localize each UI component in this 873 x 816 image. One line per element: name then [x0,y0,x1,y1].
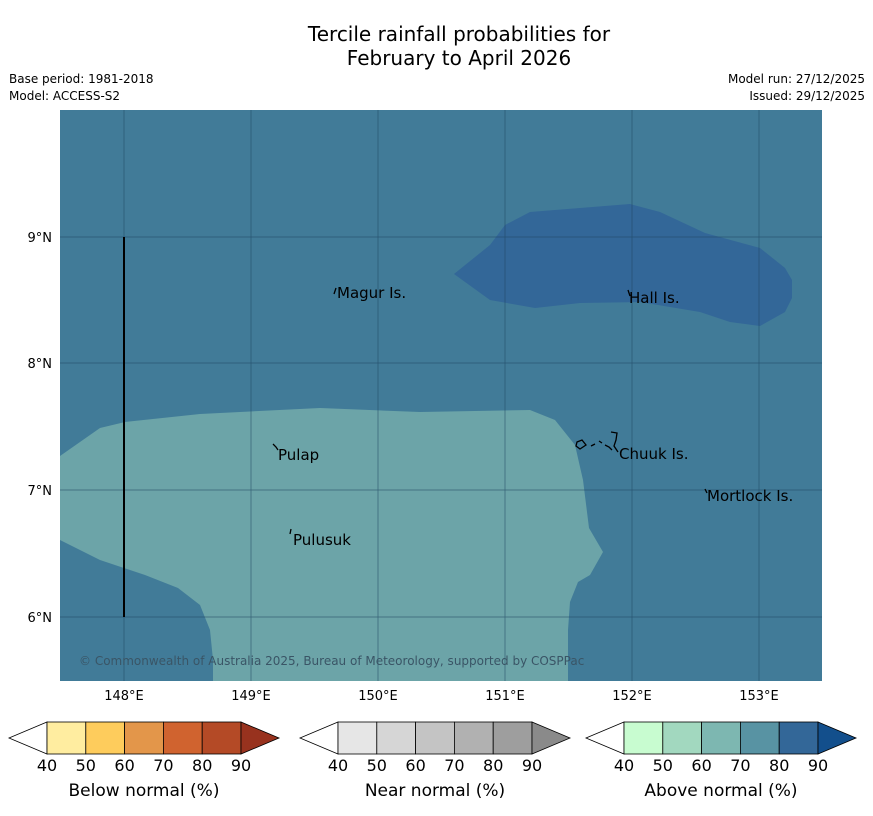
colorbar-segment [376,721,416,755]
lon-tick: 149°E [231,689,271,704]
lat-tick: 6°N [28,611,53,626]
place-chuuk: Chuuk Is. [619,445,688,463]
copyright-notice: © Commonwealth of Australia 2025, Bureau… [79,654,584,668]
colorbar-tick-label: 70 [444,756,464,775]
model-name: Model: ACCESS-S2 [9,89,121,103]
colorbar-segment [740,721,780,755]
model-run: Model run: 27/12/2025 [727,72,865,86]
place-hall: Hall Is. [629,289,680,307]
legend-above-label: Above normal (%) [644,781,798,801]
chart-title: Tercile rainfall probabilities for Febru… [0,22,873,70]
place-pulap: Pulap [278,446,319,464]
colorbar-extend-high [240,721,281,755]
colorbar-below-normal: 40 50 60 70 80 90 [7,721,281,775]
colorbar-tick-label: 60 [691,756,711,775]
colorbar-tick-label: 90 [231,756,251,775]
latitude-ticks: 9°N 8°N 7°N 6°N [28,231,53,626]
graticule [60,110,822,681]
colorbar-tick-label: 50 [367,756,387,775]
colorbar-segment [701,721,741,755]
colorbar-tick-label: 80 [769,756,789,775]
colorbar-tick-label: 40 [328,756,348,775]
title-line-1: Tercile rainfall probabilities for [307,22,611,46]
colorbar-extend-high [817,721,858,755]
colorbar-tick-label: 70 [730,756,750,775]
colorbar-segment [623,721,664,755]
colorbar-extend-high [531,721,572,755]
lat-tick: 9°N [28,231,53,246]
colorbar-segment [162,721,203,755]
pulusuk-island-shape [289,528,292,535]
colorbar-extend-low [7,721,48,755]
colorbar-segment [201,721,242,755]
colorbar-tick-label: 80 [483,756,503,775]
pulap-island-shape [272,443,279,451]
colorbar-extend-low [298,721,339,755]
colorbar-segment [492,721,533,755]
lon-tick: 152°E [612,689,652,704]
meta-right: Model run: 27/12/2025 Issued: 29/12/2025 [728,71,865,105]
colorbar-above-normal: 40 50 60 70 80 90 [584,721,858,775]
colorbar-tick-label: 40 [37,756,57,775]
colorbar-segment [124,721,164,755]
lon-tick: 153°E [739,689,779,704]
colorbar-tick-label: 40 [614,756,634,775]
colorbar-tick-label: 60 [405,756,425,775]
lon-tick: 150°E [358,689,398,704]
colorbar-segment [415,721,455,755]
colorbar-segment [85,721,126,755]
near-normal-70-region [60,408,603,681]
place-pulusuk: Pulusuk [293,531,351,549]
legend-near-label: Near normal (%) [364,781,506,801]
colorbar-tick-label: 70 [153,756,173,775]
colorbar-near-normal: 40 50 60 70 80 90 [298,721,572,775]
colorbar-tick-label: 50 [76,756,96,775]
base-period: Base period: 1981-2018 [9,72,154,86]
map-area [60,110,822,681]
legend-below-label: Below normal (%) [68,781,220,801]
colorbar-tick-label: 60 [114,756,134,775]
colorbar-tick-label: 90 [522,756,542,775]
colorbar-segment [662,721,702,755]
colorbar-segment [46,721,87,755]
meta-left: Base period: 1981-2018 Model: ACCESS-S2 [9,71,154,105]
issued-date: Issued: 29/12/2025 [749,89,865,103]
magur-island-shape [333,287,337,295]
colorbar-tick-label: 90 [808,756,828,775]
place-mortlock: Mortlock Is. [707,487,793,505]
place-magur: Magur Is. [337,284,406,302]
lat-tick: 7°N [28,484,53,499]
above-normal-80-region [454,204,792,326]
island-shapes [272,287,708,535]
chuuk-lagoon-shape [575,431,619,453]
colorbar-tick-label: 50 [653,756,673,775]
colorbar-segment [337,721,378,755]
colorbar-tick-label: 80 [192,756,212,775]
hall-island-shape [627,289,631,297]
lon-tick: 151°E [485,689,525,704]
colorbar-segment [453,721,494,755]
lon-tick: 148°E [104,689,144,704]
colorbar-extend-low [584,721,625,755]
title-line-2: February to April 2026 [346,46,572,70]
longitude-ticks: 148°E 149°E 150°E 151°E 152°E 153°E [104,689,779,704]
mortlock-island-shape [704,488,708,494]
colorbar-segment [778,721,819,755]
lat-tick: 8°N [28,357,53,372]
